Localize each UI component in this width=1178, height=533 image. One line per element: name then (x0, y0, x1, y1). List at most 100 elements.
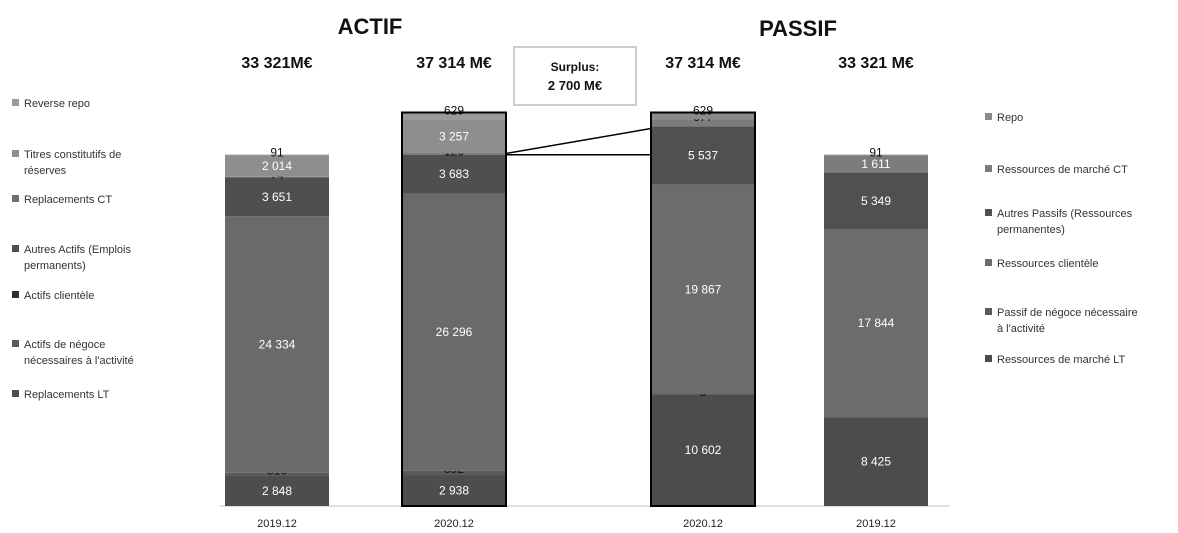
legend-item: Actifs de négoce nécessaires à l'activité (12, 339, 134, 367)
bar-segment (651, 119, 755, 127)
legend-label: Titres constitutifs de réserves (24, 149, 121, 177)
legend-swatch (985, 113, 992, 120)
legend-label: Reverse repo (24, 98, 90, 110)
connector-layer (505, 127, 652, 156)
legend-item: Actifs clientèle (12, 290, 94, 302)
bar-segment (225, 176, 329, 178)
x-tick-label: 2020.12 (434, 518, 474, 530)
segment-value-label: 26 296 (436, 325, 473, 339)
segment-value-label: 3 683 (439, 167, 469, 181)
legend-item: Ressources de marché CT (985, 164, 1128, 176)
bar-segment (402, 475, 506, 506)
legend-label: Autres Actifs (Emplois permanents) (24, 244, 131, 272)
bar-total-label: 33 321M€ (241, 55, 312, 72)
bar-segment (225, 475, 329, 506)
surplus-connector-line (505, 127, 652, 155)
legend-label: Ressources de marché CT (997, 164, 1128, 176)
segment-value-label: 24 334 (259, 337, 296, 351)
x-tick-label: 2020.12 (683, 518, 723, 530)
surplus-value: 2 700 M€ (548, 78, 602, 93)
legend-swatch (985, 308, 992, 315)
bar-segment (402, 193, 506, 471)
bar-segment (225, 155, 329, 177)
legend-swatch (12, 195, 19, 202)
bar-segment (225, 154, 329, 156)
segment-value-label: 1 611 (861, 157, 890, 171)
bar-segment (402, 112, 506, 120)
legend-swatch (12, 291, 19, 298)
bar-segment (824, 154, 928, 156)
highlight-outline (650, 111, 756, 507)
legend-label: Repo (997, 112, 1023, 124)
segment-value-label: 3 257 (439, 129, 469, 143)
legend-swatch (985, 355, 992, 362)
segment-value-label: 5 349 (861, 194, 891, 208)
legend-label: Ressources de marché LT (997, 354, 1125, 366)
bar-segment (824, 172, 928, 229)
legend-item: Repo (985, 112, 1023, 124)
legend-item: Replacements LT (12, 389, 110, 401)
segment-value-label: 91 (270, 146, 284, 160)
legend-label: Replacements CT (24, 194, 112, 206)
bar-segment (402, 119, 506, 154)
segment-value-label: 3 651 (262, 190, 292, 204)
legend-swatch (985, 209, 992, 216)
legend-label: Autres Passifs (Ressources permanentes) (997, 208, 1133, 236)
legend-label: Ressources clientèle (997, 258, 1099, 270)
x-tick-label: 2019.12 (257, 518, 297, 530)
legend-label: Replacements LT (24, 389, 110, 401)
highlight-outline (401, 111, 507, 507)
segment-value-label: 10 602 (685, 443, 722, 457)
legend-right: Repo Ressources de marché CT Autres Passif… (985, 112, 1138, 366)
bar-segment (651, 394, 755, 395)
legend-item: Reverse repo (12, 98, 90, 110)
segment-value-label: 91 (869, 146, 883, 160)
x-tick-label: 2019.12 (856, 518, 896, 530)
bar-segment (824, 417, 928, 506)
legend-item: Autres Actifs (Emplois permanents) (12, 244, 131, 272)
bar-segment (651, 126, 755, 185)
legend-swatch (12, 150, 19, 157)
segment-value-label: 5 537 (688, 148, 718, 162)
legend-swatch (12, 340, 19, 347)
legend-item: Ressources clientèle (985, 258, 1099, 270)
legend-left: Reverse repo Titres constitutifs de réserv… (12, 98, 134, 401)
segment-value-label: 2 014 (262, 159, 292, 173)
legend-item: Titres constitutifs de réserves (12, 149, 121, 177)
segment-value-label: 8 425 (861, 455, 891, 469)
legend-item: Ressources de marché LT (985, 354, 1125, 366)
segment-value-label: 2 938 (439, 484, 469, 498)
legend-item: Replacements CT (12, 194, 112, 206)
bar-segment (651, 184, 755, 395)
bar-segment (402, 153, 506, 155)
legend-swatch (12, 390, 19, 397)
bar-segment (402, 154, 506, 194)
legend-swatch (985, 165, 992, 172)
segment-value-label: 17 844 (858, 316, 895, 330)
legend-item: Autres Passifs (Ressources permanentes) (985, 208, 1133, 236)
segment-value-label: 629 (444, 103, 464, 117)
legend-label: Actifs clientèle (24, 290, 94, 302)
legend-item: Passif de négoce nécessaire à l'activité (985, 307, 1138, 335)
bar-total-label: 37 314 M€ (416, 55, 492, 72)
bar-segment (651, 394, 755, 506)
legend-label: Actifs de négoce nécessaires à l'activité (24, 339, 134, 367)
surplus-box: Surplus: 2 700 M€ (513, 46, 637, 106)
segment-value-label: 629 (693, 103, 713, 117)
legend-swatch (985, 259, 992, 266)
legend-swatch (12, 99, 19, 106)
bar-total-label: 33 321 M€ (838, 55, 914, 72)
bar-segment (225, 177, 329, 217)
bar-segment (225, 472, 329, 476)
segment-value-label: 19 867 (685, 282, 722, 296)
legend-swatch (12, 245, 19, 252)
bar-total-label: 37 314 M€ (665, 55, 741, 72)
segment-value-label: 2 848 (262, 484, 292, 498)
bar-segment (824, 228, 928, 418)
passif-title: PASSIF (759, 16, 837, 41)
